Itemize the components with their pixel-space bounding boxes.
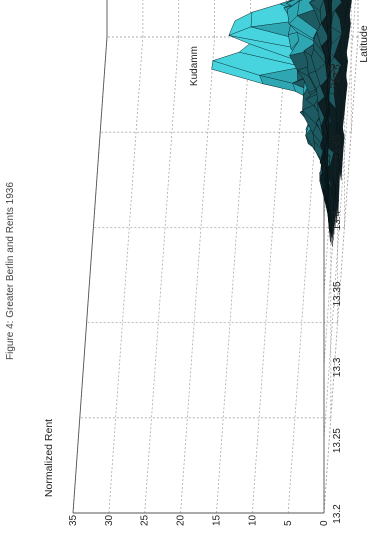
z-axis-label: Normalized Rent xyxy=(43,419,55,497)
grid-line xyxy=(144,36,180,514)
surface-cell xyxy=(329,58,331,82)
tick-labels: 13.2 13.25 13.3 13.35 13.4 13.45 13.5 52.3552.… xyxy=(68,63,343,526)
grid-line xyxy=(323,36,359,514)
x-tick-label: 13.35 xyxy=(332,281,343,306)
surface-cell xyxy=(329,4,333,28)
x-tick-labels: 13.2 13.25 13.3 13.35 13.4 13.45 13.5 xyxy=(332,64,343,524)
y-axis-label: Latitude xyxy=(358,25,370,63)
annotations: MitteKudamm xyxy=(189,46,200,86)
grid-line xyxy=(323,0,356,440)
z-tick-label: 20 xyxy=(176,514,187,526)
z-tick-label: 5 xyxy=(283,520,294,526)
grid-line xyxy=(251,36,287,514)
z-tick-label: 15 xyxy=(211,514,222,526)
x-tick-label: 13.3 xyxy=(332,357,343,377)
x-tick-label: 13.25 xyxy=(332,428,343,453)
surface-cell xyxy=(330,27,332,51)
annotation-label: Kudamm xyxy=(189,46,200,86)
y-tick-labels: 52.3552.452.4552.552.5552.6 xyxy=(327,63,338,88)
grid-line xyxy=(108,36,144,514)
z-tick-labels: 0 5 10 15 20 25 30 35 xyxy=(68,514,330,526)
grid-line xyxy=(216,36,251,514)
x-tick-label: 13.5 xyxy=(332,64,343,84)
x-tick-label: 13.45 xyxy=(332,134,343,159)
x-tick-label: 13.2 xyxy=(332,504,343,524)
z-tick-label: 25 xyxy=(140,514,151,526)
grid-line xyxy=(180,36,215,514)
z-tick-label: 35 xyxy=(68,514,79,526)
z-tick-label: 0 xyxy=(319,520,330,526)
z-tick-label: 10 xyxy=(247,514,258,526)
surface-cell xyxy=(341,0,345,5)
y-tick-label: 52.35 xyxy=(327,63,338,88)
surface-cell xyxy=(327,163,329,187)
axis-box-edge xyxy=(72,36,108,514)
z-tick-label: 30 xyxy=(104,514,115,526)
chart-title: Figure 4: Greater Berlin and Rents 1936 xyxy=(5,182,16,360)
rent-surface xyxy=(211,0,352,247)
surface-cell xyxy=(330,0,333,5)
x-tick-label: 13.4 xyxy=(332,210,343,230)
surface-cell xyxy=(328,98,330,122)
